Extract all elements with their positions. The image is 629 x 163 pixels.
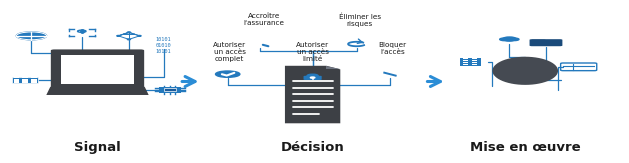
- Text: Autoriser
un accès
limité: Autoriser un accès limité: [296, 42, 329, 62]
- Polygon shape: [532, 40, 548, 41]
- Text: Éliminer les
risques: Éliminer les risques: [339, 13, 381, 27]
- Circle shape: [503, 37, 516, 40]
- FancyBboxPatch shape: [472, 62, 477, 63]
- FancyBboxPatch shape: [23, 77, 28, 78]
- FancyBboxPatch shape: [14, 81, 19, 83]
- FancyBboxPatch shape: [62, 55, 133, 84]
- FancyBboxPatch shape: [164, 88, 176, 91]
- Text: Mise en œuvre: Mise en œuvre: [470, 141, 581, 154]
- Polygon shape: [493, 57, 558, 121]
- Circle shape: [128, 39, 130, 40]
- FancyBboxPatch shape: [460, 58, 481, 66]
- FancyBboxPatch shape: [14, 77, 19, 78]
- FancyBboxPatch shape: [159, 87, 181, 93]
- Circle shape: [509, 38, 519, 41]
- Text: Accroître
l'assurance: Accroître l'assurance: [243, 13, 285, 26]
- Circle shape: [216, 71, 240, 77]
- Circle shape: [128, 32, 130, 33]
- FancyBboxPatch shape: [304, 76, 321, 80]
- FancyBboxPatch shape: [23, 79, 28, 81]
- Circle shape: [16, 32, 47, 40]
- FancyBboxPatch shape: [463, 60, 468, 61]
- FancyBboxPatch shape: [23, 81, 28, 83]
- Polygon shape: [326, 66, 340, 69]
- Text: 10101
01010
10101: 10101 01010 10101: [156, 37, 171, 54]
- FancyBboxPatch shape: [31, 77, 36, 78]
- FancyBboxPatch shape: [14, 79, 19, 81]
- FancyBboxPatch shape: [463, 64, 468, 65]
- FancyBboxPatch shape: [51, 49, 144, 88]
- Polygon shape: [285, 66, 340, 123]
- Text: Autoriser
un accès
complet: Autoriser un accès complet: [213, 42, 246, 62]
- Circle shape: [310, 77, 315, 78]
- Text: Bloquer
l'accès: Bloquer l'accès: [379, 42, 406, 55]
- FancyBboxPatch shape: [472, 64, 477, 65]
- FancyBboxPatch shape: [463, 62, 468, 63]
- FancyBboxPatch shape: [472, 58, 477, 59]
- Text: Décision: Décision: [281, 141, 345, 154]
- Circle shape: [505, 39, 514, 41]
- FancyBboxPatch shape: [530, 39, 562, 46]
- Polygon shape: [47, 87, 148, 95]
- FancyBboxPatch shape: [463, 58, 468, 59]
- FancyBboxPatch shape: [31, 81, 36, 83]
- FancyBboxPatch shape: [31, 79, 36, 81]
- Circle shape: [499, 38, 510, 41]
- FancyBboxPatch shape: [472, 60, 477, 61]
- FancyBboxPatch shape: [13, 77, 38, 83]
- Text: Signal: Signal: [74, 141, 121, 154]
